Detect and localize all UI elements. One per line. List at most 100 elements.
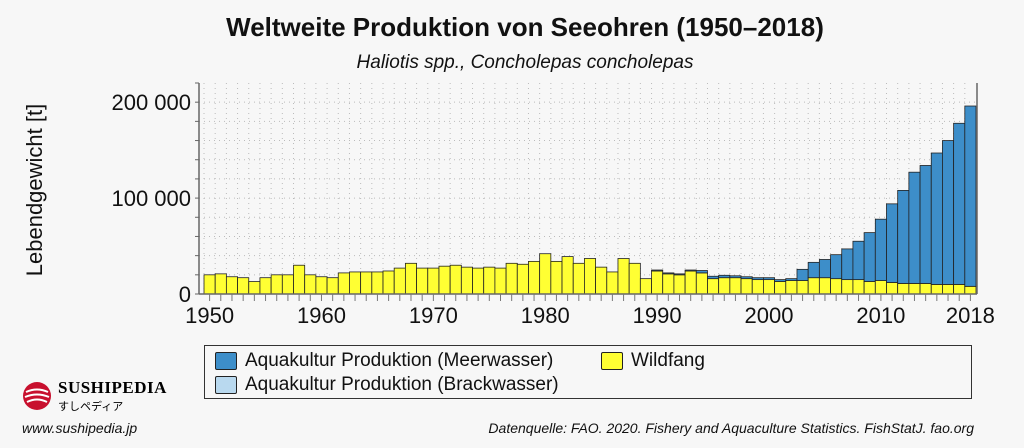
bar-wild-1959 [304,274,317,295]
bar-wild-2009 [863,281,876,295]
bar-aquaculture-marine-2000 [763,277,776,281]
bar-wild-1978 [516,263,529,295]
bar-wild-1985 [595,266,608,295]
bar-wild-2012 [897,283,910,295]
bar-wild-1993 [684,270,697,295]
chart-svg: 0 100 000 200 000 1950 1960 1970 1980 1990 2000 2… [22,82,995,328]
bar-wild-1967 [393,267,406,295]
bar-wild-2015 [930,284,943,295]
bar-wild-1970 [427,267,440,295]
bar-aquaculture-marine-1999 [751,277,764,281]
bar-wild-1950 [203,274,216,295]
website-link[interactable]: www.sushipedia.jp [22,420,138,436]
bar-wild-1974 [472,267,485,295]
bar-wild-1976 [494,267,507,295]
bar-wild-1998 [740,278,753,295]
bar-aquaculture-marine-2011 [886,203,899,283]
y-tick-label: 200 000 [111,90,191,115]
bar-aquaculture-marine-1994 [695,270,708,274]
y-tick-label: 100 000 [111,186,191,211]
bar-wild-1963 [349,271,362,295]
legend-item-wild: Wildfang [601,350,705,372]
chart-title: Weltweite Produktion von Seeohren (1950–… [226,12,824,42]
x-tick-label: 2018 [946,303,995,328]
bar-aquaculture-marine-1998 [740,276,753,280]
bar-wild-1969 [416,267,429,295]
bar-wild-1982 [561,256,574,295]
sushipedia-logo: SUSHIPEDIA すしペディア [22,378,167,414]
bar-wild-1968 [404,262,417,295]
bar-aquaculture-marine-2016 [942,140,955,285]
bar-wild-2006 [830,278,843,295]
bar-wild-1983 [572,262,585,295]
bar-aquaculture-marine-1991 [662,272,675,275]
bar-wild-2016 [942,284,955,295]
bar-wild-1958 [293,264,306,295]
y-axis-label: Lebendgewicht [t] [22,104,47,276]
bar-wild-1989 [639,278,652,295]
bar-aquaculture-marine-2002 [785,278,798,281]
bar-wild-2013 [908,283,921,295]
bar-aquaculture-marine-2007 [841,248,854,281]
bar-wild-2000 [763,279,776,295]
bar-wild-1991 [662,273,675,295]
bar-wild-2007 [841,279,854,295]
bar-wild-2004 [807,277,820,295]
legend-swatch-marine [215,352,237,370]
bar-wild-2001 [774,281,787,295]
bar-wild-1997 [729,277,742,295]
bar-wild-1975 [483,266,496,295]
bar-wild-2002 [785,280,798,295]
bar-aquaculture-marine-2005 [818,259,831,279]
bar-aquaculture-marine-2017 [953,122,966,285]
legend-label: Aquakultur Produktion (Meerwasser) [245,350,554,371]
y-tick-label: 0 [179,282,191,307]
bar-wild-2018 [964,285,977,295]
bar-wild-2014 [919,283,932,295]
bar-aquaculture-marine-1992 [673,273,686,276]
bar-wild-1955 [259,277,272,295]
bar-aquaculture-marine-2006 [830,254,843,280]
bar-wild-1995 [707,278,720,295]
x-tick-label: 2000 [745,303,794,328]
x-tick-label: 1950 [185,303,234,328]
bar-wild-1953 [237,277,250,295]
x-tick-label: 2010 [856,303,905,328]
bar-wild-1965 [371,271,384,295]
bar-wild-1954 [248,281,261,295]
bar-aquaculture-marine-2004 [807,261,820,279]
bar-wild-1994 [695,272,708,295]
x-tick-label: 1970 [409,303,458,328]
bar-aquaculture-marine-1996 [718,274,731,279]
bar-wild-1990 [651,270,664,295]
bar-wild-1964 [360,271,373,295]
bar-wild-1961 [326,277,339,295]
bar-wild-1988 [628,262,641,295]
bar-aquaculture-marine-1990 [651,269,664,272]
x-tick-label: 1990 [633,303,682,328]
bar-wild-1973 [460,266,473,295]
bar-aquaculture-marine-2010 [874,218,887,281]
bar-wild-1951 [214,273,227,295]
legend-item-aquaculture-marine: Aquakultur Produktion (Meerwasser) [215,350,553,372]
bar-aquaculture-marine-2013 [908,171,921,284]
bar-wild-1984 [584,258,596,295]
bar-wild-1979 [528,260,541,295]
bar-wild-1956 [270,274,283,295]
bar-wild-1992 [673,274,686,295]
legend-swatch-brackish [215,376,237,394]
bar-wild-1980 [539,253,552,295]
bar-wild-2005 [818,277,831,295]
logo-icon [23,382,51,410]
bar-wild-1957 [281,274,294,295]
bar-wild-1962 [337,272,350,295]
bar-wild-1987 [617,258,630,295]
x-tick-label: 1980 [521,303,570,328]
bar-wild-1972 [449,264,462,295]
bar-aquaculture-marine-1995 [707,275,720,280]
legend-label: Wildfang [631,350,705,371]
bar-aquaculture-marine-1993 [684,269,697,272]
bar-wild-2011 [886,282,899,295]
bar-wild-1981 [550,260,563,295]
bar-aquaculture-marine-2012 [897,190,910,284]
